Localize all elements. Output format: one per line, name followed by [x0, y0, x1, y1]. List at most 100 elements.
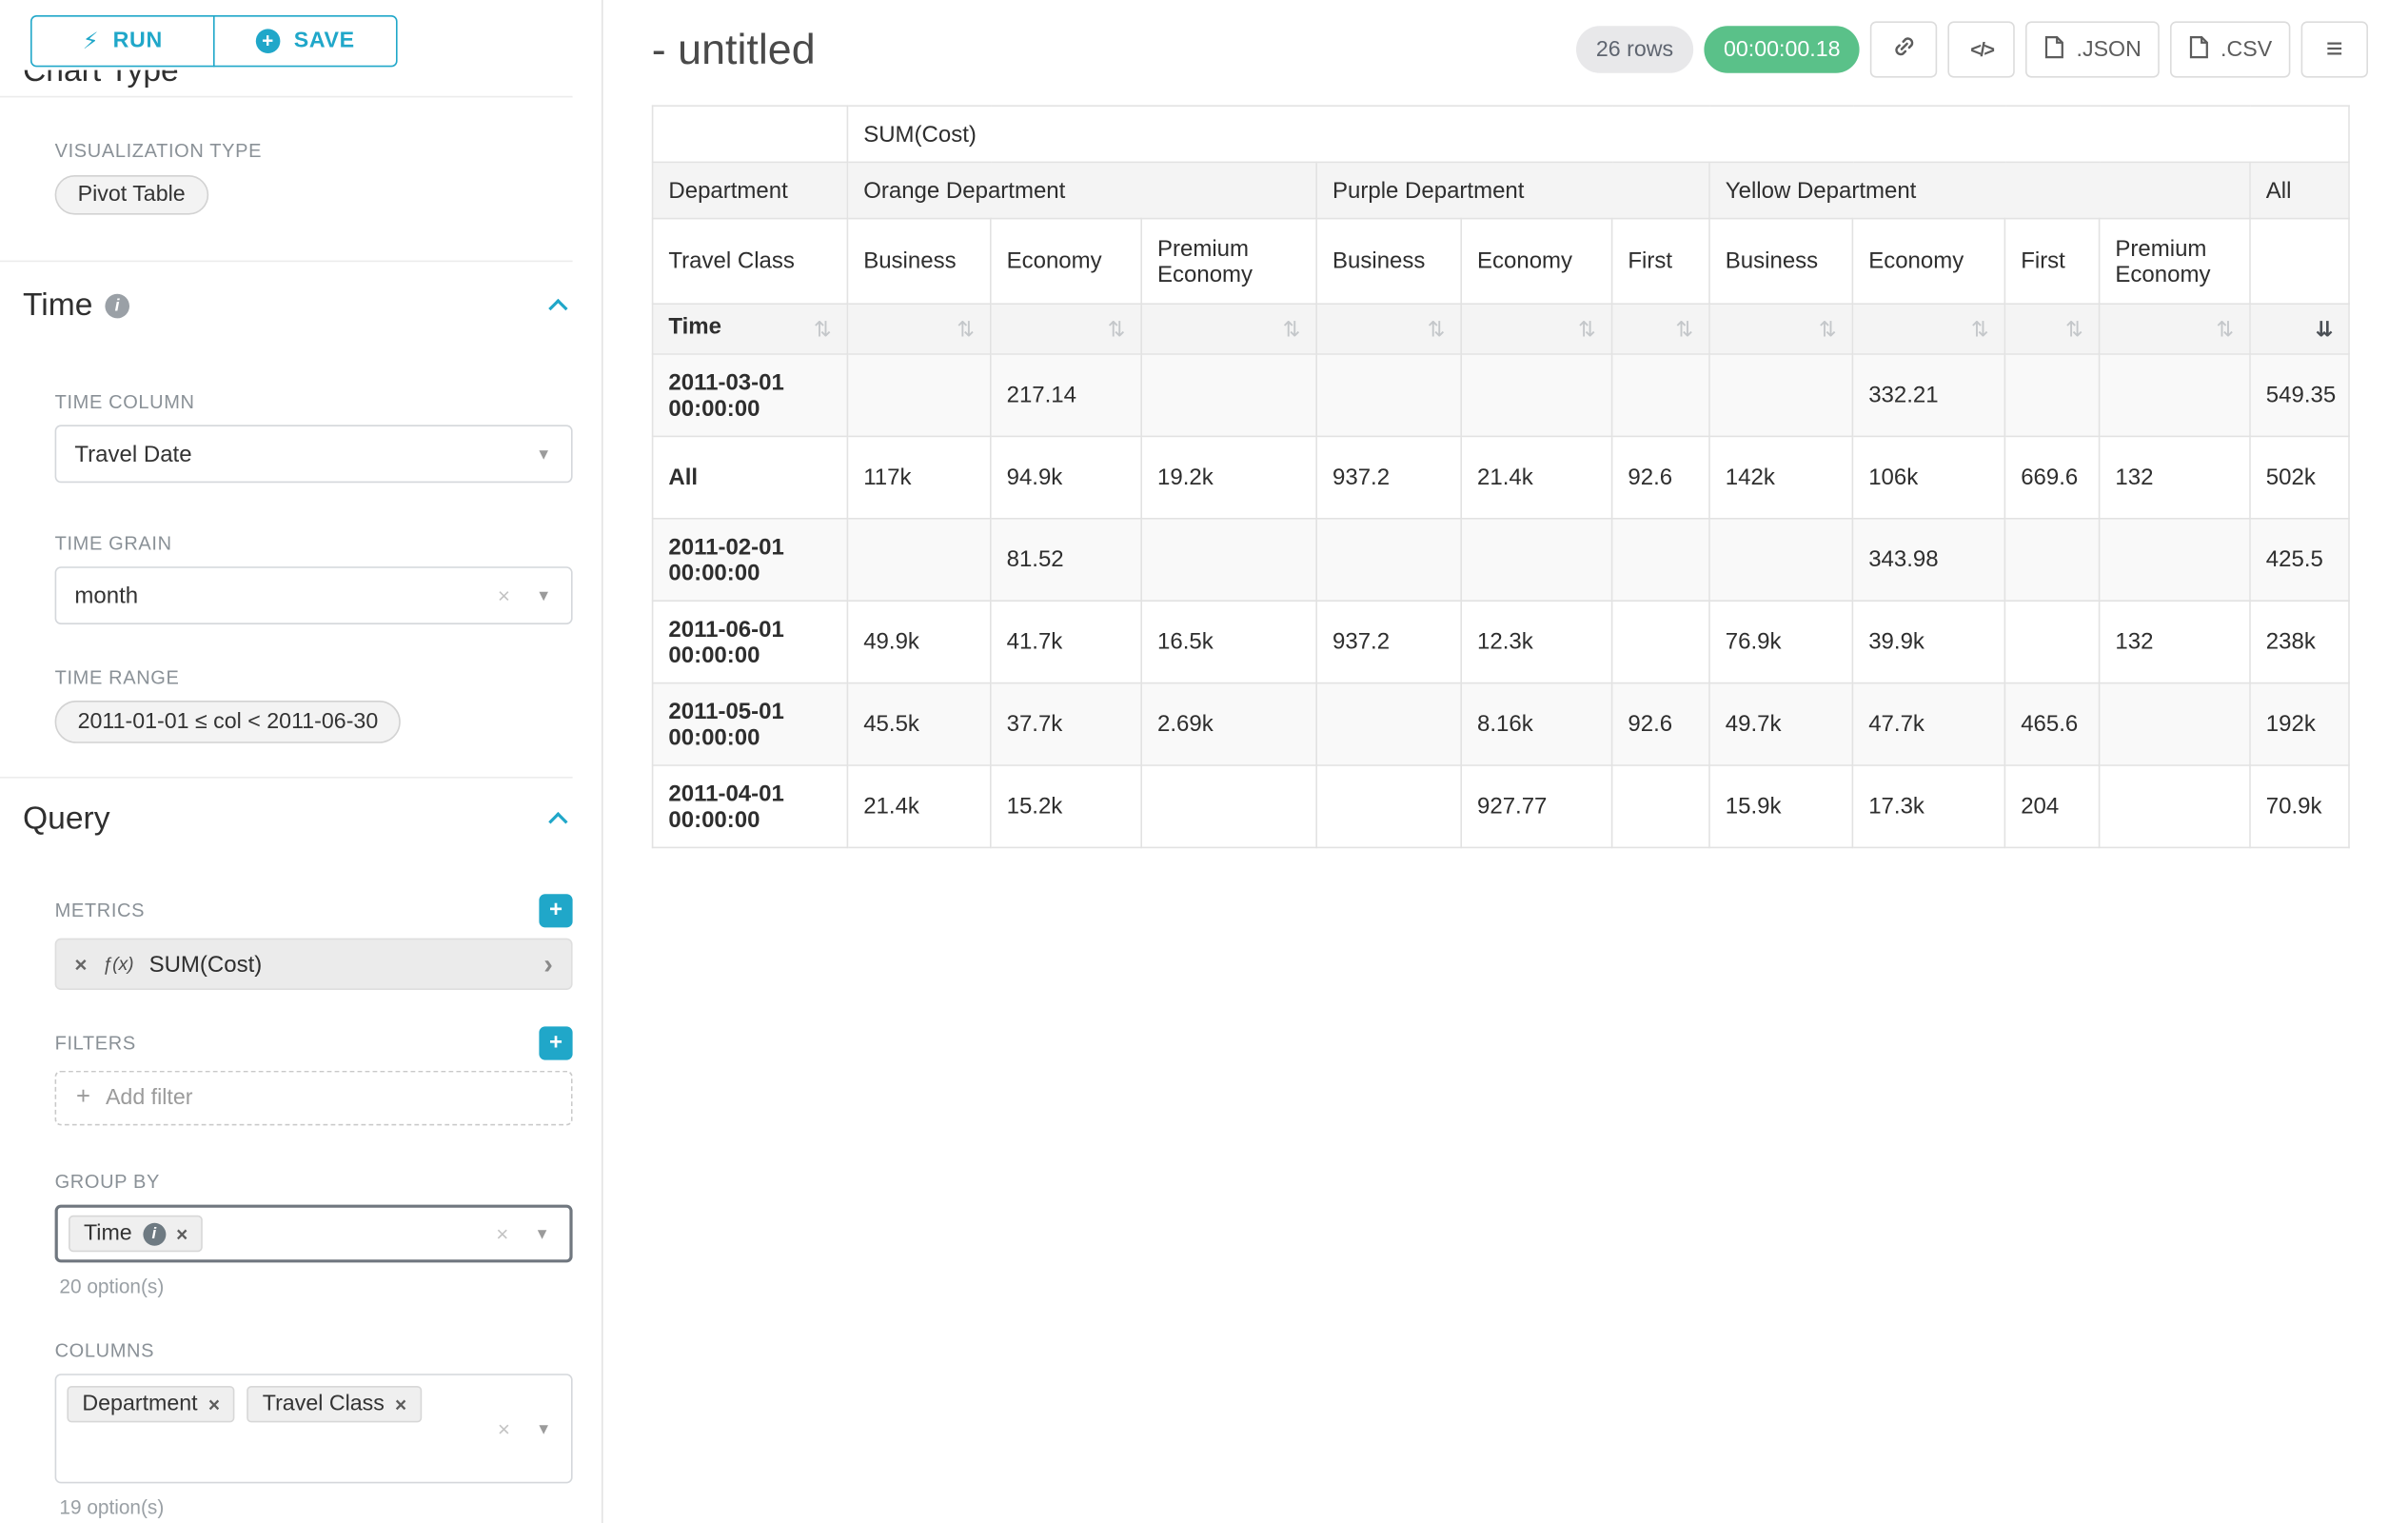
metric-item[interactable]: × ƒ(x) SUM(Cost) › — [54, 938, 573, 990]
pivot-cell: 16.5k — [1140, 600, 1318, 684]
columns-select[interactable]: Department × Travel Class × × ▾ — [54, 1374, 573, 1484]
sort-icon[interactable]: ⇅ — [957, 316, 975, 342]
pivot-cell — [846, 353, 992, 438]
pivot-cell: 217.14 — [990, 353, 1143, 438]
remove-metric-icon[interactable]: × — [74, 952, 88, 977]
chevron-down-icon: ▾ — [537, 1222, 547, 1244]
time-grain-label: TIME GRAIN — [54, 533, 172, 555]
sort-toggle[interactable]: ⇅ — [2003, 303, 2101, 355]
column-header — [2249, 217, 2351, 306]
chart-header-actions: 26 rows 00:00:00.18 </> .JSON — [1576, 21, 2368, 78]
chevron-up-icon[interactable] — [548, 812, 568, 832]
clear-icon[interactable]: × — [497, 1416, 510, 1441]
sort-icon[interactable]: ⇅ — [2065, 316, 2083, 342]
row-label: 2011-02-01 00:00:00 — [651, 517, 849, 603]
sort-icon[interactable]: ⇅ — [1818, 316, 1837, 342]
export-json-label: .JSON — [2076, 37, 2142, 62]
sort-icon[interactable]: ⇅ — [1970, 316, 1989, 342]
sort-toggle[interactable]: ⇅ — [1851, 303, 2006, 355]
column-group-header: Purple Department — [1315, 161, 1710, 220]
clear-icon[interactable]: × — [497, 583, 510, 608]
more-options-button[interactable]: ≡ — [2300, 21, 2368, 78]
sort-icon[interactable]: ⇅ — [1282, 316, 1301, 342]
pivot-cell: 117k — [846, 435, 992, 520]
sort-icon[interactable]: ⇅ — [1427, 316, 1446, 342]
metric-header: SUM(Cost) — [846, 105, 2351, 164]
pivot-cell: 106k — [1851, 435, 2006, 520]
column-group-header: Orange Department — [846, 161, 1318, 220]
export-json-button[interactable]: .JSON — [2025, 21, 2161, 78]
pivot-cell: 19.2k — [1140, 435, 1318, 520]
pivot-cell: 37.7k — [990, 682, 1143, 766]
selected-option-chip[interactable]: Travel Class × — [247, 1386, 423, 1423]
column-header: Business — [1708, 217, 1854, 306]
sort-icon[interactable]: ⇅ — [1578, 316, 1596, 342]
sort-toggle[interactable]: ⇅ — [1460, 303, 1613, 355]
time-column-select[interactable]: Travel Date ▾ — [54, 425, 573, 484]
add-filter-plus-button[interactable]: + — [539, 1026, 573, 1060]
sort-toggle[interactable]: ⇅ — [1708, 303, 1854, 355]
export-csv-button[interactable]: .CSV — [2170, 21, 2291, 78]
sort-icon[interactable]: ⇅ — [1675, 316, 1694, 342]
group-by-select[interactable]: Time i × × ▾ — [54, 1204, 573, 1263]
clear-icon[interactable]: × — [496, 1221, 509, 1246]
column-header: Business — [846, 217, 992, 306]
run-save-actions: ⚡ RUN + SAVE — [0, 0, 602, 68]
metrics-label: METRICS — [54, 900, 146, 921]
pivot-cell — [1460, 353, 1613, 438]
pivot-cell: 49.7k — [1708, 682, 1854, 766]
pivot-cell — [2003, 600, 2101, 684]
pivot-cell: 465.6 — [2003, 682, 2101, 766]
save-button[interactable]: + SAVE — [213, 15, 398, 68]
row-dimension-time: Time ⇅ — [651, 303, 849, 355]
sort-toggle[interactable]: ⇅ — [846, 303, 992, 355]
visualization-type-pill[interactable]: Pivot Table — [54, 175, 208, 215]
pivot-cell: 47.7k — [1851, 682, 2006, 766]
sort-toggle[interactable]: ⇅ — [2098, 303, 2251, 355]
pivot-cell — [1315, 682, 1463, 766]
sort-toggle[interactable]: ⇊ — [2249, 303, 2351, 355]
sort-icon[interactable]: ⇅ — [813, 316, 832, 342]
sort-desc-icon[interactable]: ⇊ — [2315, 316, 2334, 342]
copy-link-button[interactable] — [1870, 21, 1938, 78]
fx-icon: ƒ(x) — [102, 953, 134, 975]
pivot-cell: 343.98 — [1851, 517, 2006, 603]
column-header: First — [2003, 217, 2101, 306]
pivot-cell: 937.2 — [1315, 600, 1463, 684]
run-button[interactable]: ⚡ RUN — [30, 15, 215, 68]
sort-icon[interactable]: ⇅ — [1107, 316, 1126, 342]
sort-toggle[interactable]: ⇅ — [990, 303, 1143, 355]
chevron-up-icon[interactable] — [548, 298, 568, 319]
pivot-cell: 549.35 — [2249, 353, 2351, 438]
add-metric-button[interactable]: + — [539, 894, 573, 928]
pivot-table: SUM(Cost) Department Orange Department Purp… — [651, 105, 2351, 849]
remove-chip-icon[interactable]: × — [207, 1393, 220, 1416]
remove-chip-icon[interactable]: × — [176, 1222, 188, 1245]
pivot-cell — [1610, 764, 1710, 849]
row-dimension-label: Department — [651, 161, 849, 220]
pivot-cell: 21.4k — [1460, 435, 1613, 520]
remove-chip-icon[interactable]: × — [395, 1393, 407, 1416]
pivot-cell — [1315, 353, 1463, 438]
embed-code-button[interactable]: </> — [1948, 21, 2016, 78]
sort-icon[interactable]: ⇅ — [2216, 316, 2235, 342]
sort-toggle[interactable]: ⇅ — [1140, 303, 1318, 355]
sort-toggle[interactable]: ⇅ — [1315, 303, 1463, 355]
time-range-pill[interactable]: 2011-01-01 ≤ col < 2011-06-30 — [54, 701, 402, 743]
time-grain-select[interactable]: month × ▾ — [54, 566, 573, 624]
row-count-badge: 26 rows — [1576, 26, 1693, 73]
column-header: Economy — [1460, 217, 1613, 306]
pivot-cell — [2003, 517, 2101, 603]
pivot-cell: 2.69k — [1140, 682, 1318, 766]
pivot-cell — [1315, 517, 1463, 603]
chart-title[interactable]: - untitled — [651, 25, 816, 72]
pivot-cell: 238k — [2249, 600, 2351, 684]
pivot-cell: 81.52 — [990, 517, 1143, 603]
plus-icon: + — [76, 1084, 90, 1111]
pivot-cell: 17.3k — [1851, 764, 2006, 849]
sort-toggle[interactable]: ⇅ — [1610, 303, 1710, 355]
selected-option-chip[interactable]: Time i × — [69, 1215, 204, 1253]
selected-option-chip[interactable]: Department × — [67, 1386, 235, 1423]
add-filter-button[interactable]: + Add filter — [54, 1070, 573, 1126]
pivot-cell: 21.4k — [846, 764, 992, 849]
